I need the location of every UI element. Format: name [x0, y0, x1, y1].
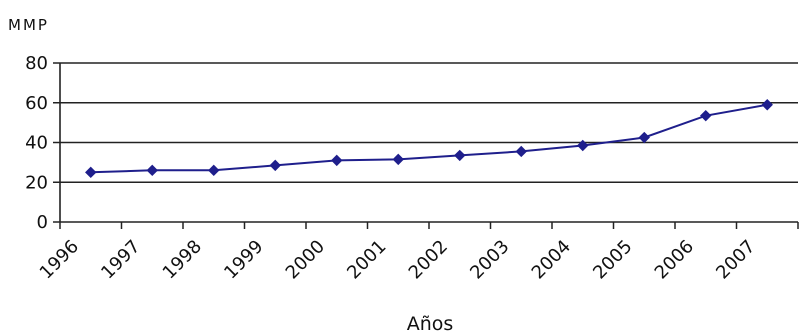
grid-lines: [60, 62, 798, 223]
x-tick-label: 2004: [528, 236, 575, 283]
x-tick-label: 2006: [651, 236, 698, 283]
x-tick-label: 1996: [36, 236, 83, 283]
tick-labels: 0 20 40 60 80 1996 1997 1998 1999 2000 2001 2002 200…: [25, 53, 759, 283]
x-tick-label: 1998: [159, 236, 206, 283]
x-tick-label: 1997: [97, 236, 144, 283]
x-tick-label: 1999: [220, 236, 267, 283]
x-tick-label: 2002: [405, 236, 452, 283]
data-point-2001: [392, 153, 404, 166]
x-tick-label: 2000: [282, 236, 329, 283]
y-tick-label: 0: [37, 212, 48, 233]
data-point-2007: [761, 99, 773, 111]
data-point-1999: [269, 159, 281, 172]
x-tick-label: 2007: [712, 236, 759, 283]
data-point-1996: [85, 166, 97, 179]
x-axis-label: Años: [407, 313, 454, 335]
x-tick-label: 2001: [343, 236, 390, 283]
data-point-2000: [331, 154, 343, 167]
data-point-2004: [577, 139, 589, 152]
x-tick-label: 2003: [466, 236, 513, 283]
y-axis-label: MMP: [8, 16, 49, 34]
y-tick-label: 60: [25, 93, 48, 114]
data-point-2003: [515, 145, 527, 158]
data-point-2005: [638, 131, 650, 144]
data-point-1998: [208, 164, 220, 177]
data-point-2006: [700, 109, 712, 122]
y-tick-label: 40: [25, 133, 48, 154]
axes: [53, 62, 799, 229]
series-line: [90, 103, 768, 174]
data-point-2002: [454, 149, 466, 162]
y-tick-label: 80: [25, 53, 48, 74]
x-tick-label: 2005: [589, 236, 636, 283]
y-tick-label: 20: [25, 172, 48, 193]
series-layer: [85, 99, 773, 179]
data-point-1997: [146, 164, 158, 177]
